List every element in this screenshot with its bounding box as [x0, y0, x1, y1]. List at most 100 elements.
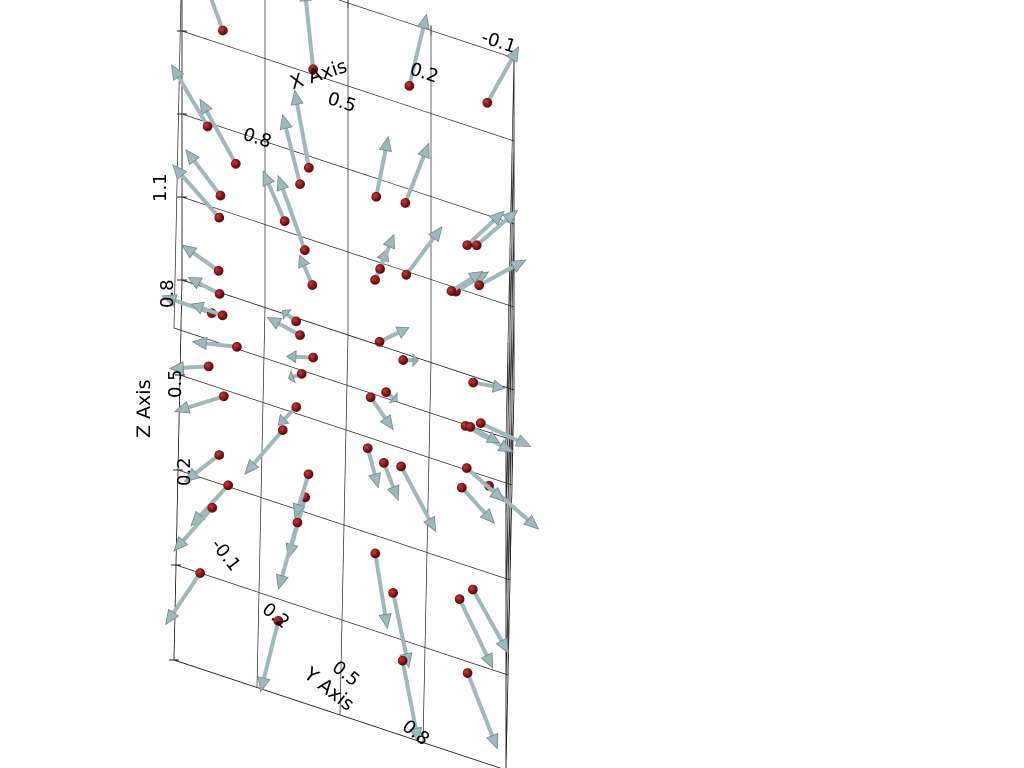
data-point — [202, 121, 213, 132]
vector-arrow-head — [292, 502, 306, 520]
vector-arrow-shaft — [284, 126, 303, 187]
vector-arrow-shaft — [280, 520, 300, 578]
data-point — [398, 355, 409, 365]
data-point — [279, 216, 290, 227]
vector-arrow-shaft — [280, 186, 307, 253]
vector-arrow-shaft — [303, 0, 316, 72]
x-tick-label: 0.8 — [240, 124, 274, 153]
vector-arrow-shaft — [400, 658, 418, 731]
data-point — [396, 461, 407, 472]
vector-arrow-head — [505, 45, 520, 63]
data-point — [207, 502, 218, 513]
vector-arrow-head — [485, 732, 499, 750]
grid-line — [181, 113, 515, 225]
vector-arrow-shaft — [474, 217, 509, 248]
vector-arrow-head — [173, 400, 191, 414]
data-point — [370, 274, 380, 285]
data-point — [295, 179, 305, 190]
data-point — [468, 377, 479, 388]
data-point — [462, 240, 473, 251]
data-point — [232, 341, 242, 352]
vector-arrow-head — [492, 379, 506, 393]
vector-arrow-head — [416, 13, 430, 30]
data-point — [195, 568, 206, 578]
grid-line — [505, 223, 515, 605]
vector-arrow-shaft — [191, 250, 221, 273]
data-point — [214, 212, 225, 223]
data-point — [273, 615, 284, 626]
vector-arrow-head — [262, 170, 275, 187]
axes-grid — [173, 0, 515, 768]
data-point — [303, 162, 314, 173]
vector-arrow-head — [276, 174, 290, 192]
data-point — [467, 584, 478, 595]
data-point — [218, 391, 229, 402]
vector-arrow-head — [168, 361, 185, 375]
data-point — [223, 480, 234, 491]
data-point — [217, 310, 228, 321]
data-point — [462, 668, 473, 678]
vector-arrow-shaft — [464, 466, 496, 495]
vector-arrow-head — [395, 326, 410, 339]
z-tick-label: 0.8 — [157, 279, 178, 308]
vector-arrow-shaft — [478, 421, 520, 443]
vector-arrow-head — [409, 726, 423, 744]
data-point — [461, 463, 472, 473]
vector-arrow-head — [165, 608, 180, 626]
vector-arrow-head — [488, 210, 505, 226]
vector-arrow-head — [171, 64, 185, 81]
grid-edge — [173, 659, 502, 768]
vector-arrow-head — [509, 259, 527, 273]
vector-arrow-shaft — [391, 590, 408, 656]
vector-arrow-shaft — [186, 394, 226, 410]
data-point — [475, 418, 486, 429]
data-point — [370, 548, 381, 559]
data-point — [381, 387, 391, 398]
vector-arrow-head — [266, 316, 283, 330]
vector-arrow-head — [382, 233, 396, 250]
data-point — [474, 280, 485, 291]
vector-arrow-shaft — [373, 551, 388, 617]
data-point — [482, 97, 493, 108]
vector-arrow-shaft — [485, 57, 514, 105]
grid-line — [177, 469, 511, 581]
vector-arrow-shaft — [407, 25, 426, 88]
vector-arrow-head — [480, 652, 494, 669]
vector-arrow-shaft — [477, 264, 516, 288]
vector-arrow-shaft — [261, 618, 281, 681]
vector-arrow-head — [485, 430, 500, 443]
axis-labels: -0.1 0.2 0.5 0.8 X Axis -0.1 0.2 0.5 0.8… — [133, 27, 519, 750]
vector-arrow-head — [497, 439, 514, 453]
vector-arrow-head — [412, 353, 419, 368]
data-point — [292, 517, 303, 528]
x-axis-title: X Axis — [287, 55, 349, 94]
vector-arrow-shaft — [297, 472, 311, 507]
data-point — [277, 425, 288, 436]
grid-line — [175, 564, 509, 676]
vector-arrow-shaft — [193, 452, 222, 476]
vector-arrow-head — [285, 350, 297, 364]
data-point — [203, 361, 214, 372]
vector-arrow-shaft — [404, 236, 436, 277]
data-point — [397, 655, 408, 666]
vector-arrow-head — [281, 309, 292, 321]
vector-arrow-shaft — [181, 505, 215, 543]
vector-arrow-head — [277, 413, 290, 426]
data-point — [362, 443, 373, 454]
vector-arrow-head — [523, 514, 540, 530]
data-point — [215, 190, 226, 201]
vector-arrow-shaft — [266, 181, 287, 224]
vector-arrow-head — [502, 209, 519, 225]
vector-arrow-head — [185, 148, 200, 166]
vector-arrow-shaft — [465, 218, 496, 248]
vector-arrow-head — [173, 535, 189, 552]
vector-arrow-head — [379, 414, 394, 431]
grid-line — [505, 57, 515, 439]
vector-arrow-shaft — [204, 109, 238, 166]
vector-arrow-shaft — [176, 75, 210, 129]
vector-arrow-head — [423, 515, 437, 533]
axis-ticks — [169, 0, 515, 661]
vector-arrow-shaft — [470, 587, 504, 643]
grid-line — [505, 140, 515, 522]
data-point — [299, 245, 310, 256]
